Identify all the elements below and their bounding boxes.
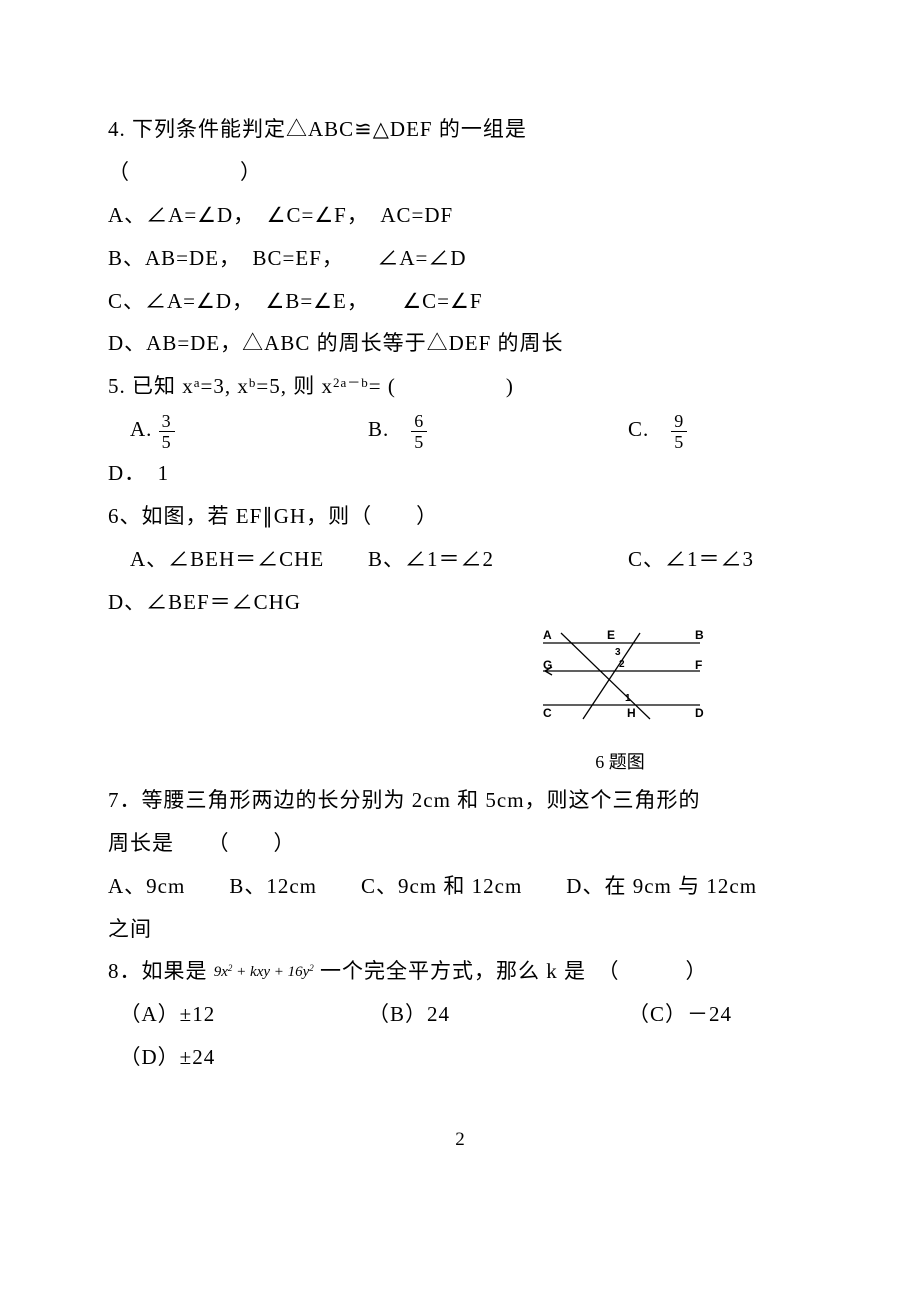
q8-expression: 9x2 + kxy + 16y2 — [214, 958, 314, 987]
q5-text: 5. 已知 x — [108, 374, 194, 398]
q4-opt-c: C、∠A=∠D， ∠B=∠E， ∠C=∠F — [108, 282, 812, 322]
q6-opt-b-text: B、∠1＝∠2 — [368, 547, 494, 571]
q8-expr-b: + kxy + 16y — [232, 964, 309, 980]
q8-expr-a: 9x — [214, 964, 228, 980]
q8-opt-d-text: （D）±24 — [130, 1045, 215, 1069]
q6-diagram-svg: A E B G F C H D 32 1 — [525, 627, 715, 727]
q6-figure-caption: 6 题图 — [525, 745, 715, 779]
svg-text:D: D — [695, 706, 704, 720]
q8-options-row: （A）±12 （B）24 （C）－24 — [108, 995, 812, 1035]
q6-opt-a: A、∠BEH＝∠CHE — [108, 540, 368, 580]
q4-opt-d: D、AB=DE，△ABC 的周长等于△DEF 的周长 — [108, 324, 812, 364]
frac-den: 5 — [159, 432, 175, 451]
q5-opt-c-label: C. — [628, 417, 671, 441]
page-number: 2 — [108, 1122, 812, 1158]
q8-stem: 8．如果是 9x2 + kxy + 16y2 一个完全平方式，那么 k 是 （ … — [108, 952, 812, 992]
frac-num: 9 — [671, 412, 687, 432]
svg-text:F: F — [695, 658, 702, 672]
svg-text:A: A — [543, 628, 552, 642]
q5-opt-d: D． 1 — [108, 454, 812, 494]
q7-options: A、9cm B、12cm C、9cm 和 12cm D、在 9cm 与 12cm — [108, 867, 812, 907]
q6-opt-c: C、∠1＝∠3 — [628, 540, 812, 580]
q4-opt-a: A、∠A=∠D， ∠C=∠F， AC=DF — [108, 196, 812, 236]
fraction-b: 65 — [411, 412, 427, 451]
q8-opt-d: （D）±24 — [108, 1038, 812, 1078]
q4-stem-line2: （ ） — [108, 153, 812, 193]
q6-stem: 6、如图，若 EF∥GH，则（ ） — [108, 497, 812, 537]
q5-opt-b: B. 65 — [368, 410, 628, 451]
q5-stem: 5. 已知 xa=3, xb=5, 则 x2a－b= ( ) — [108, 367, 812, 407]
q5-opt-a: A. 35 — [108, 410, 368, 451]
q4-opt-b: B、AB=DE， BC=EF， ∠A=∠D — [108, 239, 812, 279]
q8-opt-c-text: （C）－24 — [628, 1002, 732, 1026]
q5-text: = ( ) — [369, 374, 514, 398]
fraction-a: 35 — [159, 412, 175, 451]
q5-opt-b-label: B. — [368, 417, 411, 441]
q6-opt-d: D、∠BEF＝∠CHG — [108, 583, 812, 623]
q8-pre: 8．如果是 — [108, 959, 214, 983]
q8-opt-c: （C）－24 — [628, 995, 812, 1035]
fraction-c: 95 — [671, 412, 687, 451]
svg-text:C: C — [543, 706, 552, 720]
q5-opt-c: C. 95 — [628, 410, 812, 451]
q6-opt-a-text: A、∠BEH＝∠CHE — [130, 547, 324, 571]
svg-text:E: E — [607, 628, 615, 642]
q5-options-row: A. 35 B. 65 C. 95 — [108, 410, 812, 451]
q7-stem-line2: 周长是 （ ） — [108, 824, 812, 864]
q8-opt-b-text: （B）24 — [368, 1002, 450, 1026]
frac-num: 3 — [159, 412, 175, 432]
frac-num: 6 — [411, 412, 427, 432]
svg-text:H: H — [627, 706, 636, 720]
svg-text:G: G — [543, 658, 552, 672]
svg-text:2: 2 — [619, 659, 625, 670]
q5-text: =5, 则 x — [256, 374, 333, 398]
q6-figure-wrap: A E B G F C H D 32 1 6 题图 — [428, 627, 812, 779]
q5-sup-a: a — [194, 375, 201, 390]
q5-sup-2ab: 2a－b — [333, 375, 369, 390]
q8-post: 一个完全平方式，那么 k 是 （ ） — [314, 959, 708, 983]
q7-stem-line1: 7．等腰三角形两边的长分别为 2cm 和 5cm，则这个三角形的 — [108, 781, 812, 821]
q6-opt-c-text: C、∠1＝∠3 — [628, 547, 754, 571]
svg-text:3: 3 — [615, 647, 621, 658]
q8-opt-b: （B）24 — [368, 995, 628, 1035]
svg-text:B: B — [695, 628, 704, 642]
frac-den: 5 — [671, 432, 687, 451]
q4-stem-line1: 4. 下列条件能判定△ABC≌△DEF 的一组是 — [108, 110, 812, 150]
q8-opt-a: （A）±12 — [108, 995, 368, 1035]
q5-text: =3, x — [201, 374, 249, 398]
q8-opt-a-text: （A）±12 — [130, 1002, 215, 1026]
frac-den: 5 — [411, 432, 427, 451]
q6-options-row: A、∠BEH＝∠CHE B、∠1＝∠2 C、∠1＝∠3 — [108, 540, 812, 580]
svg-text:1: 1 — [625, 693, 631, 704]
q6-figure: A E B G F C H D 32 1 6 题图 — [525, 627, 715, 779]
q6-opt-b: B、∠1＝∠2 — [368, 540, 628, 580]
q7-options-cont: 之间 — [108, 910, 812, 950]
q5-opt-a-label: A. — [130, 417, 159, 441]
